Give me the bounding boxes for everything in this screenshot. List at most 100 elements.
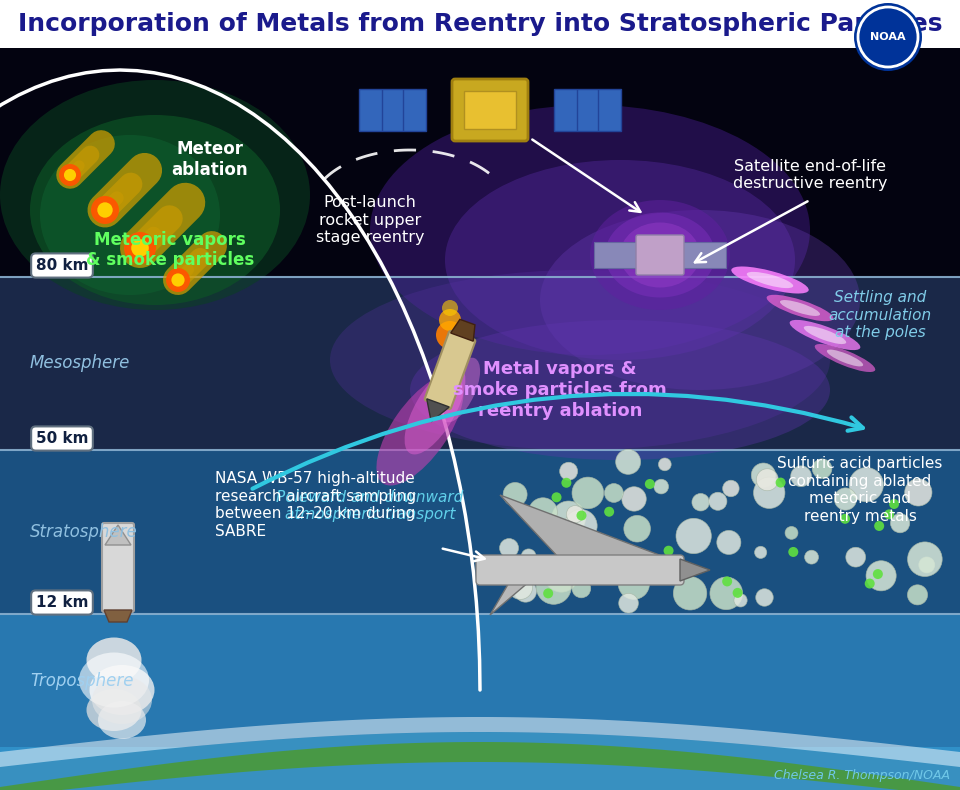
Circle shape (866, 561, 897, 591)
Circle shape (562, 478, 571, 487)
Text: Post-launch
rocket upper
stage reentry: Post-launch rocket upper stage reentry (316, 195, 424, 245)
Ellipse shape (436, 321, 464, 349)
Text: Meteoric vapors
& smoke particles: Meteoric vapors & smoke particles (85, 231, 254, 269)
Circle shape (673, 577, 707, 610)
Circle shape (834, 488, 856, 510)
Ellipse shape (370, 105, 810, 355)
Circle shape (97, 202, 112, 218)
Text: Incorporation of Metals from Reentry into Stratospheric Particles: Incorporation of Metals from Reentry int… (17, 12, 943, 36)
Circle shape (788, 547, 799, 557)
Circle shape (732, 588, 743, 598)
Ellipse shape (440, 358, 480, 423)
Circle shape (499, 539, 518, 558)
Circle shape (723, 480, 739, 497)
Ellipse shape (804, 326, 846, 344)
Text: Poleward and downward
atmospheric transport: Poleward and downward atmospheric transp… (276, 490, 464, 522)
Circle shape (503, 483, 527, 506)
Circle shape (543, 589, 553, 598)
Circle shape (840, 514, 850, 524)
Ellipse shape (767, 295, 833, 322)
Circle shape (692, 494, 709, 511)
Circle shape (572, 579, 590, 598)
Circle shape (884, 510, 894, 519)
Text: Metal vapors &
smoke particles from
reentry ablation: Metal vapors & smoke particles from reen… (453, 360, 667, 419)
Circle shape (907, 542, 942, 577)
Circle shape (754, 477, 785, 509)
Ellipse shape (30, 115, 280, 305)
Circle shape (59, 164, 81, 186)
Ellipse shape (827, 350, 863, 367)
Ellipse shape (732, 266, 808, 294)
Ellipse shape (442, 300, 458, 316)
Bar (0, 0, 960, 48)
Ellipse shape (747, 272, 793, 288)
Ellipse shape (0, 80, 310, 310)
Circle shape (756, 468, 779, 491)
Ellipse shape (89, 665, 155, 715)
Circle shape (619, 593, 638, 613)
Circle shape (710, 577, 743, 610)
Circle shape (891, 514, 910, 532)
FancyBboxPatch shape (636, 235, 684, 275)
Polygon shape (450, 319, 475, 341)
Text: NASA WB-57 high-altitude
research aircraft sampling
between 12–20 km during
SABR: NASA WB-57 high-altitude research aircra… (215, 472, 416, 539)
Text: Mesosphere: Mesosphere (30, 355, 131, 373)
Circle shape (552, 501, 586, 535)
Circle shape (804, 550, 819, 564)
Circle shape (875, 521, 884, 531)
Ellipse shape (605, 213, 715, 298)
Circle shape (515, 581, 537, 602)
Circle shape (734, 594, 747, 607)
FancyBboxPatch shape (554, 89, 621, 131)
Circle shape (508, 575, 533, 600)
Text: Satellite end-of-life
destructive reentry: Satellite end-of-life destructive reentr… (732, 159, 887, 191)
Circle shape (564, 510, 597, 542)
Ellipse shape (86, 689, 141, 731)
Circle shape (791, 466, 811, 487)
Circle shape (566, 506, 584, 523)
Circle shape (172, 273, 184, 287)
Circle shape (560, 462, 578, 480)
FancyBboxPatch shape (452, 79, 528, 141)
Bar (0, 450, 960, 614)
Circle shape (552, 492, 562, 502)
Circle shape (166, 268, 190, 292)
Ellipse shape (79, 653, 149, 708)
Circle shape (624, 515, 651, 542)
Text: NOAA: NOAA (870, 32, 906, 42)
Text: 12 km: 12 km (36, 595, 88, 610)
Circle shape (604, 506, 614, 517)
Circle shape (645, 479, 655, 489)
Ellipse shape (376, 374, 464, 486)
Circle shape (618, 568, 650, 600)
Circle shape (907, 585, 927, 605)
Circle shape (717, 530, 741, 555)
Ellipse shape (540, 210, 860, 390)
Circle shape (756, 589, 773, 606)
Text: Settling and
accumulation
at the poles: Settling and accumulation at the poles (828, 290, 931, 340)
Circle shape (858, 7, 918, 67)
Text: Sulfuric acid particles
containing ablated
meteoric and
reentry metals: Sulfuric acid particles containing ablat… (778, 457, 943, 524)
Circle shape (566, 550, 593, 577)
Ellipse shape (780, 300, 820, 316)
Bar (0, 614, 960, 747)
Circle shape (605, 483, 623, 502)
Text: Chelsea R. Thompson/NOAA: Chelsea R. Thompson/NOAA (774, 769, 950, 782)
FancyBboxPatch shape (424, 331, 475, 409)
Circle shape (578, 537, 610, 568)
Circle shape (544, 559, 578, 592)
FancyBboxPatch shape (102, 523, 134, 612)
Circle shape (654, 480, 668, 494)
Circle shape (708, 492, 727, 510)
Ellipse shape (790, 320, 860, 350)
Ellipse shape (410, 320, 830, 460)
Bar (0, 747, 960, 790)
Circle shape (572, 477, 604, 509)
Text: 50 km: 50 km (36, 431, 88, 446)
Polygon shape (104, 610, 132, 622)
Polygon shape (427, 399, 449, 422)
FancyBboxPatch shape (359, 89, 426, 131)
Circle shape (904, 479, 932, 506)
Circle shape (755, 547, 767, 559)
Circle shape (676, 518, 711, 554)
